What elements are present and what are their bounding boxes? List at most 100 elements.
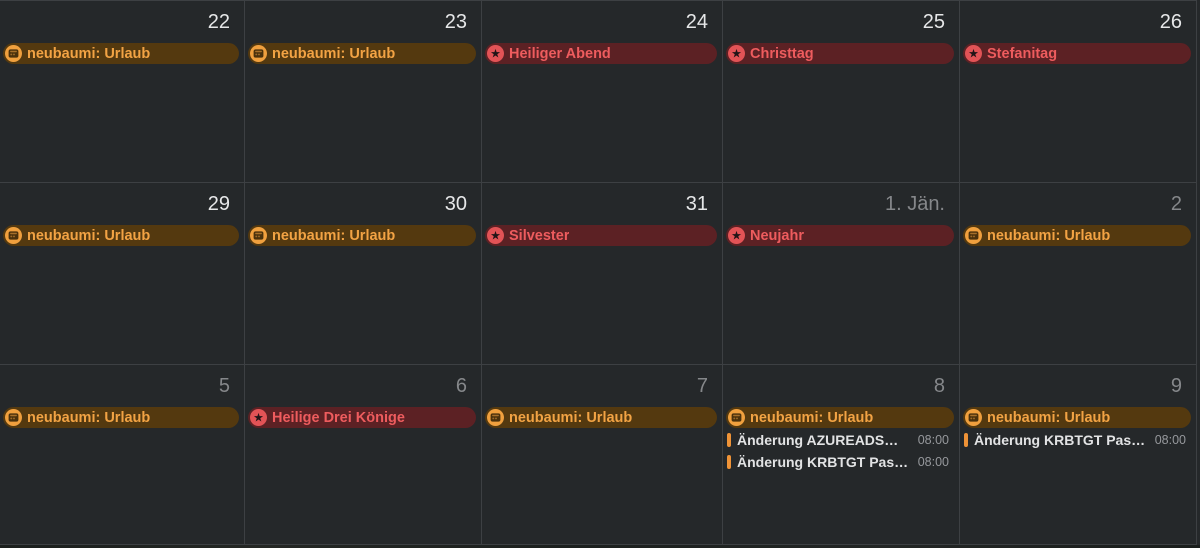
star-glyph: ★ bbox=[490, 228, 501, 242]
date-number[interactable]: 2 bbox=[1170, 193, 1182, 215]
day-cell[interactable]: 1. Jän. ★ Neujahr bbox=[723, 183, 960, 364]
event-title: Heiliger Abend bbox=[509, 45, 611, 62]
date-number[interactable]: 6 bbox=[455, 375, 467, 397]
bottom-edge-artifact bbox=[0, 545, 1200, 548]
date-number[interactable]: 26 bbox=[1159, 11, 1182, 33]
day-events: neubaumi: Urlaub Änderung AZUREADS… 08:0… bbox=[723, 407, 959, 472]
day-cell[interactable]: 29 neubaumi: Urlaub bbox=[0, 183, 245, 364]
all-day-event-pill[interactable]: neubaumi: Urlaub bbox=[726, 407, 954, 428]
event-title: Änderung KRBTGT Pas… bbox=[737, 453, 909, 470]
day-cell[interactable]: 25 ★ Christtag bbox=[723, 1, 960, 182]
holiday-event-pill[interactable]: ★ Heiliger Abend bbox=[485, 43, 717, 64]
star-glyph: ★ bbox=[253, 410, 264, 424]
calendar-icon bbox=[250, 45, 267, 62]
day-events: neubaumi: Urlaub Änderung KRBTGT Pas… 08… bbox=[960, 407, 1196, 450]
event-color-bar-icon bbox=[727, 432, 731, 447]
calendar-icon bbox=[965, 227, 982, 244]
day-cell[interactable]: 24 ★ Heiliger Abend bbox=[482, 1, 723, 182]
day-events: neubaumi: Urlaub bbox=[482, 407, 722, 428]
event-title: neubaumi: Urlaub bbox=[27, 409, 151, 426]
holiday-event-pill[interactable]: ★ Heilige Drei Könige bbox=[248, 407, 476, 428]
date-number[interactable]: 5 bbox=[218, 375, 230, 397]
event-color-bar-icon bbox=[964, 432, 968, 447]
holiday-event-pill[interactable]: ★ Christtag bbox=[726, 43, 954, 64]
star-icon: ★ bbox=[728, 45, 745, 62]
day-events: ★ Stefanitag bbox=[960, 43, 1196, 64]
date-number[interactable]: 22 bbox=[207, 11, 230, 33]
day-cell[interactable]: 23 neubaumi: Urlaub bbox=[245, 1, 482, 182]
star-icon: ★ bbox=[487, 227, 504, 244]
date-number[interactable]: 23 bbox=[444, 11, 467, 33]
all-day-event-pill[interactable]: neubaumi: Urlaub bbox=[485, 407, 717, 428]
all-day-event-pill[interactable]: neubaumi: Urlaub bbox=[248, 43, 476, 64]
all-day-event-pill[interactable]: neubaumi: Urlaub bbox=[963, 407, 1191, 428]
holiday-event-pill[interactable]: ★ Neujahr bbox=[726, 225, 954, 246]
week-row: 29 neubaumi: Urlaub 30 neubaumi: Urlaub … bbox=[0, 183, 1197, 365]
calendar-icon bbox=[250, 227, 267, 244]
day-cell[interactable]: 5 neubaumi: Urlaub bbox=[0, 365, 245, 544]
week-row: 22 neubaumi: Urlaub 23 neubaumi: Urlaub … bbox=[0, 1, 1197, 183]
event-title: Änderung KRBTGT Pas… bbox=[974, 431, 1146, 448]
calendar-icon bbox=[5, 409, 22, 426]
event-title: neubaumi: Urlaub bbox=[27, 45, 151, 62]
day-cell[interactable]: 2 neubaumi: Urlaub bbox=[960, 183, 1197, 364]
date-number[interactable]: 25 bbox=[922, 11, 945, 33]
holiday-event-pill[interactable]: ★ Stefanitag bbox=[963, 43, 1191, 64]
all-day-event-pill[interactable]: neubaumi: Urlaub bbox=[963, 225, 1191, 246]
date-number[interactable]: 8 bbox=[933, 375, 945, 397]
star-glyph: ★ bbox=[731, 46, 742, 60]
timed-event[interactable]: Änderung AZUREADS… 08:00 bbox=[723, 429, 959, 450]
event-title: neubaumi: Urlaub bbox=[27, 227, 151, 244]
date-number[interactable]: 29 bbox=[207, 193, 230, 215]
date-number[interactable]: 30 bbox=[444, 193, 467, 215]
timed-event[interactable]: Änderung KRBTGT Pas… 08:00 bbox=[960, 429, 1196, 450]
date-number[interactable]: 24 bbox=[685, 11, 708, 33]
all-day-event-pill[interactable]: neubaumi: Urlaub bbox=[248, 225, 476, 246]
star-icon: ★ bbox=[250, 409, 267, 426]
day-cell[interactable]: 7 neubaumi: Urlaub bbox=[482, 365, 723, 544]
holiday-event-pill[interactable]: ★ Silvester bbox=[485, 225, 717, 246]
day-cell[interactable]: 26 ★ Stefanitag bbox=[960, 1, 1197, 182]
event-title: Heilige Drei Könige bbox=[272, 409, 405, 426]
day-events: ★ Silvester bbox=[482, 225, 722, 246]
star-glyph: ★ bbox=[731, 228, 742, 242]
date-number[interactable]: 1. Jän. bbox=[884, 193, 945, 215]
star-icon: ★ bbox=[728, 227, 745, 244]
day-cell[interactable]: 30 neubaumi: Urlaub bbox=[245, 183, 482, 364]
timed-event[interactable]: Änderung KRBTGT Pas… 08:00 bbox=[723, 451, 959, 472]
day-events: neubaumi: Urlaub bbox=[960, 225, 1196, 246]
day-cell[interactable]: 8 neubaumi: Urlaub Änderung AZUREADS… 08… bbox=[723, 365, 960, 544]
date-number[interactable]: 9 bbox=[1170, 375, 1182, 397]
day-events: neubaumi: Urlaub bbox=[245, 225, 481, 246]
star-glyph: ★ bbox=[968, 46, 979, 60]
event-time: 08:00 bbox=[917, 432, 949, 447]
event-title: Neujahr bbox=[750, 227, 804, 244]
day-events: neubaumi: Urlaub bbox=[0, 225, 244, 246]
day-cell[interactable]: 6 ★ Heilige Drei Könige bbox=[245, 365, 482, 544]
day-events: ★ Neujahr bbox=[723, 225, 959, 246]
event-title: neubaumi: Urlaub bbox=[987, 409, 1111, 426]
day-cell[interactable]: 22 neubaumi: Urlaub bbox=[0, 1, 245, 182]
day-events: neubaumi: Urlaub bbox=[0, 407, 244, 428]
week-row: 5 neubaumi: Urlaub 6 ★ Heilige Drei Köni… bbox=[0, 365, 1197, 545]
date-number[interactable]: 31 bbox=[685, 193, 708, 215]
event-title: Christtag bbox=[750, 45, 814, 62]
day-events: ★ Heiliger Abend bbox=[482, 43, 722, 64]
day-cell[interactable]: 31 ★ Silvester bbox=[482, 183, 723, 364]
event-title: neubaumi: Urlaub bbox=[987, 227, 1111, 244]
day-events: ★ Christtag bbox=[723, 43, 959, 64]
all-day-event-pill[interactable]: neubaumi: Urlaub bbox=[3, 225, 239, 246]
all-day-event-pill[interactable]: neubaumi: Urlaub bbox=[3, 43, 239, 64]
calendar-icon bbox=[965, 409, 982, 426]
date-number[interactable]: 7 bbox=[696, 375, 708, 397]
calendar-icon bbox=[728, 409, 745, 426]
all-day-event-pill[interactable]: neubaumi: Urlaub bbox=[3, 407, 239, 428]
day-cell[interactable]: 9 neubaumi: Urlaub Änderung KRBTGT Pas… … bbox=[960, 365, 1197, 544]
event-title: Änderung AZUREADS… bbox=[737, 431, 899, 448]
event-title: neubaumi: Urlaub bbox=[272, 227, 396, 244]
event-time: 08:00 bbox=[1154, 432, 1186, 447]
event-color-bar-icon bbox=[727, 454, 731, 469]
star-icon: ★ bbox=[487, 45, 504, 62]
event-title: Stefanitag bbox=[987, 45, 1058, 62]
